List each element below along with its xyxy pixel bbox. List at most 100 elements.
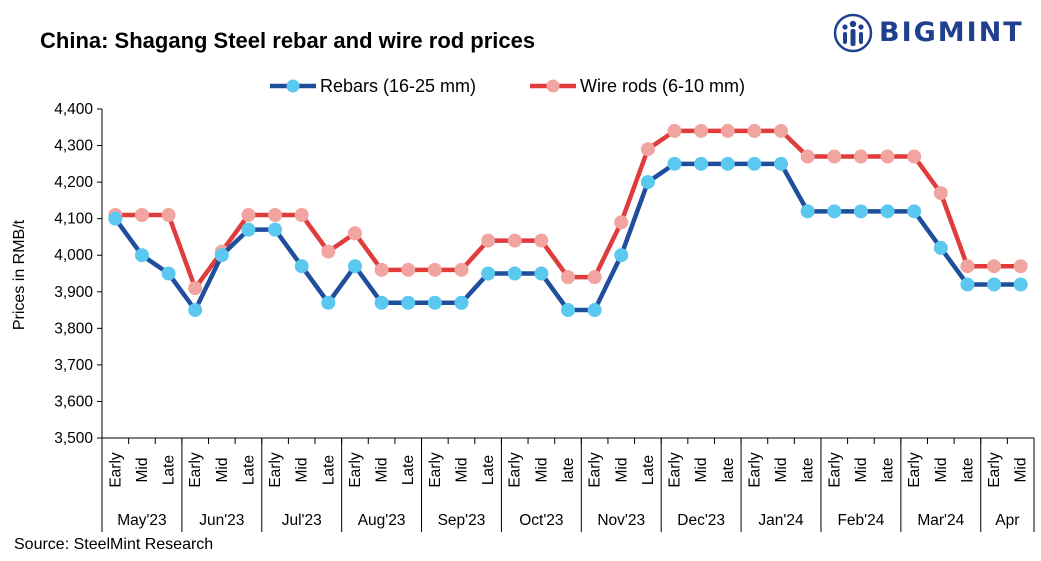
- rebar-data-point: [720, 156, 735, 171]
- x-tick-label: Early: [187, 452, 204, 488]
- rebar-data-point: [907, 204, 922, 219]
- x-group-label: Jan'24: [758, 512, 804, 529]
- wire-data-point: [481, 233, 496, 248]
- wire-data-point: [534, 233, 549, 248]
- rebar-data-point: [241, 222, 256, 237]
- rebar-data-point: [321, 295, 336, 310]
- rebar-data-point: [347, 259, 362, 274]
- wire-data-point: [241, 208, 256, 223]
- y-tick-label: 3,900: [54, 284, 93, 301]
- x-tick-label: Mid: [134, 458, 151, 483]
- rebar-data-point: [853, 204, 868, 219]
- rebar-data-point: [214, 248, 229, 263]
- x-tick-label: Early: [347, 452, 364, 488]
- x-tick-label: Early: [746, 452, 763, 488]
- rebar-data-point: [960, 277, 975, 292]
- y-tick-label: 4,000: [54, 247, 93, 264]
- x-tick-label: Mid: [933, 458, 950, 483]
- wire-data-point: [640, 142, 655, 157]
- series-layer: [108, 123, 1028, 318]
- x-tick-label: Early: [267, 452, 284, 488]
- rebar-legend-label: Rebars (16-25 mm): [320, 76, 476, 96]
- rebar-data-point: [587, 303, 602, 318]
- x-tick-label: late: [880, 458, 897, 483]
- x-group-label: Jun'23: [199, 512, 244, 529]
- wire-data-point: [614, 215, 629, 230]
- wire-data-point: [827, 149, 842, 164]
- x-tick-label: Late: [480, 455, 497, 485]
- x-axis: Early Mid Late Early Mid Late Early Mid Late Earl…: [101, 437, 1035, 532]
- rebar-data-point: [827, 204, 842, 219]
- x-tick-label: Early: [906, 452, 923, 488]
- wire-data-point: [907, 149, 922, 164]
- wire-legend-label: Wire rods (6-10 mm): [580, 76, 745, 96]
- wire-data-point: [667, 123, 682, 138]
- y-axis: 3,500 3,600 3,700 3,800 3,900 4,000 4,100 4,200…: [54, 101, 103, 447]
- rebar-data-point: [268, 222, 283, 237]
- wire-data-point: [374, 262, 389, 277]
- wire-data-point: [401, 262, 416, 277]
- x-tick-label: Late: [320, 455, 337, 485]
- x-tick-label: Mid: [773, 458, 790, 483]
- y-tick-label: 4,100: [54, 211, 93, 228]
- rebar-data-point: [294, 259, 309, 274]
- x-tick-label: Mid: [294, 458, 311, 483]
- x-tick-label: late: [800, 458, 817, 483]
- rebar-data-point: [188, 303, 203, 318]
- wire-data-point: [268, 208, 283, 223]
- x-tick-label: late: [560, 458, 577, 483]
- x-tick-label: Mid: [613, 458, 630, 483]
- x-tick-label: Early: [826, 452, 843, 488]
- rebar-data-point: [694, 156, 709, 171]
- wire-data-point: [587, 270, 602, 285]
- rebar-data-point: [933, 240, 948, 255]
- x-tick-label: Early: [986, 452, 1003, 488]
- x-tick-label: Late: [400, 455, 417, 485]
- rebar-data-point: [454, 295, 469, 310]
- rebar-data-point: [481, 266, 496, 281]
- wire-data-point: [321, 244, 336, 259]
- x-group-label: Nov'23: [597, 512, 645, 529]
- wire-data-point: [507, 233, 522, 248]
- rebar-data-point: [774, 156, 789, 171]
- rebar-data-point: [161, 266, 176, 281]
- x-group-label: Feb'24: [837, 512, 884, 529]
- x-group-label: Aug'23: [358, 512, 406, 529]
- x-tick-label: Mid: [853, 458, 870, 483]
- rebar-data-point: [667, 156, 682, 171]
- x-tick-label: late: [959, 458, 976, 483]
- wire-data-point: [853, 149, 868, 164]
- rebar-data-point: [427, 295, 442, 310]
- wire-data-point: [1013, 259, 1028, 274]
- wire-data-point: [987, 259, 1002, 274]
- rebar-data-point: [534, 266, 549, 281]
- x-group-label: May'23: [117, 512, 166, 529]
- x-tick-label: Late: [240, 455, 257, 485]
- rebar-data-point: [747, 156, 762, 171]
- x-tick-label: Early: [507, 452, 524, 488]
- x-tick-label: Early: [427, 452, 444, 488]
- rebar-data-point: [614, 248, 629, 263]
- x-tick-label: Mid: [374, 458, 391, 483]
- x-group-label: Oct'23: [519, 512, 563, 529]
- wire-data-point: [188, 281, 203, 296]
- people-icon: [833, 13, 873, 53]
- wire-data-point: [427, 262, 442, 277]
- wire-data-point: [720, 123, 735, 138]
- x-group-label: Apr: [995, 512, 1019, 529]
- x-tick-label: Early: [667, 452, 684, 488]
- rebar-data-point: [800, 204, 815, 219]
- source-note: Source: SteelMint Research: [14, 536, 214, 553]
- x-tick-label: Early: [107, 452, 124, 488]
- wire-data-point: [960, 259, 975, 274]
- x-tick-label: Mid: [214, 458, 231, 483]
- wire-data-point: [347, 226, 362, 241]
- y-tick-label: 3,500: [54, 430, 93, 447]
- rebar-data-point: [374, 295, 389, 310]
- rebar-data-point: [401, 295, 416, 310]
- y-tick-label: 3,800: [54, 320, 93, 337]
- chart-title: China: Shagang Steel rebar and wire rod …: [40, 28, 536, 53]
- x-tick-label: Late: [161, 455, 178, 485]
- wire-data-point: [134, 208, 149, 223]
